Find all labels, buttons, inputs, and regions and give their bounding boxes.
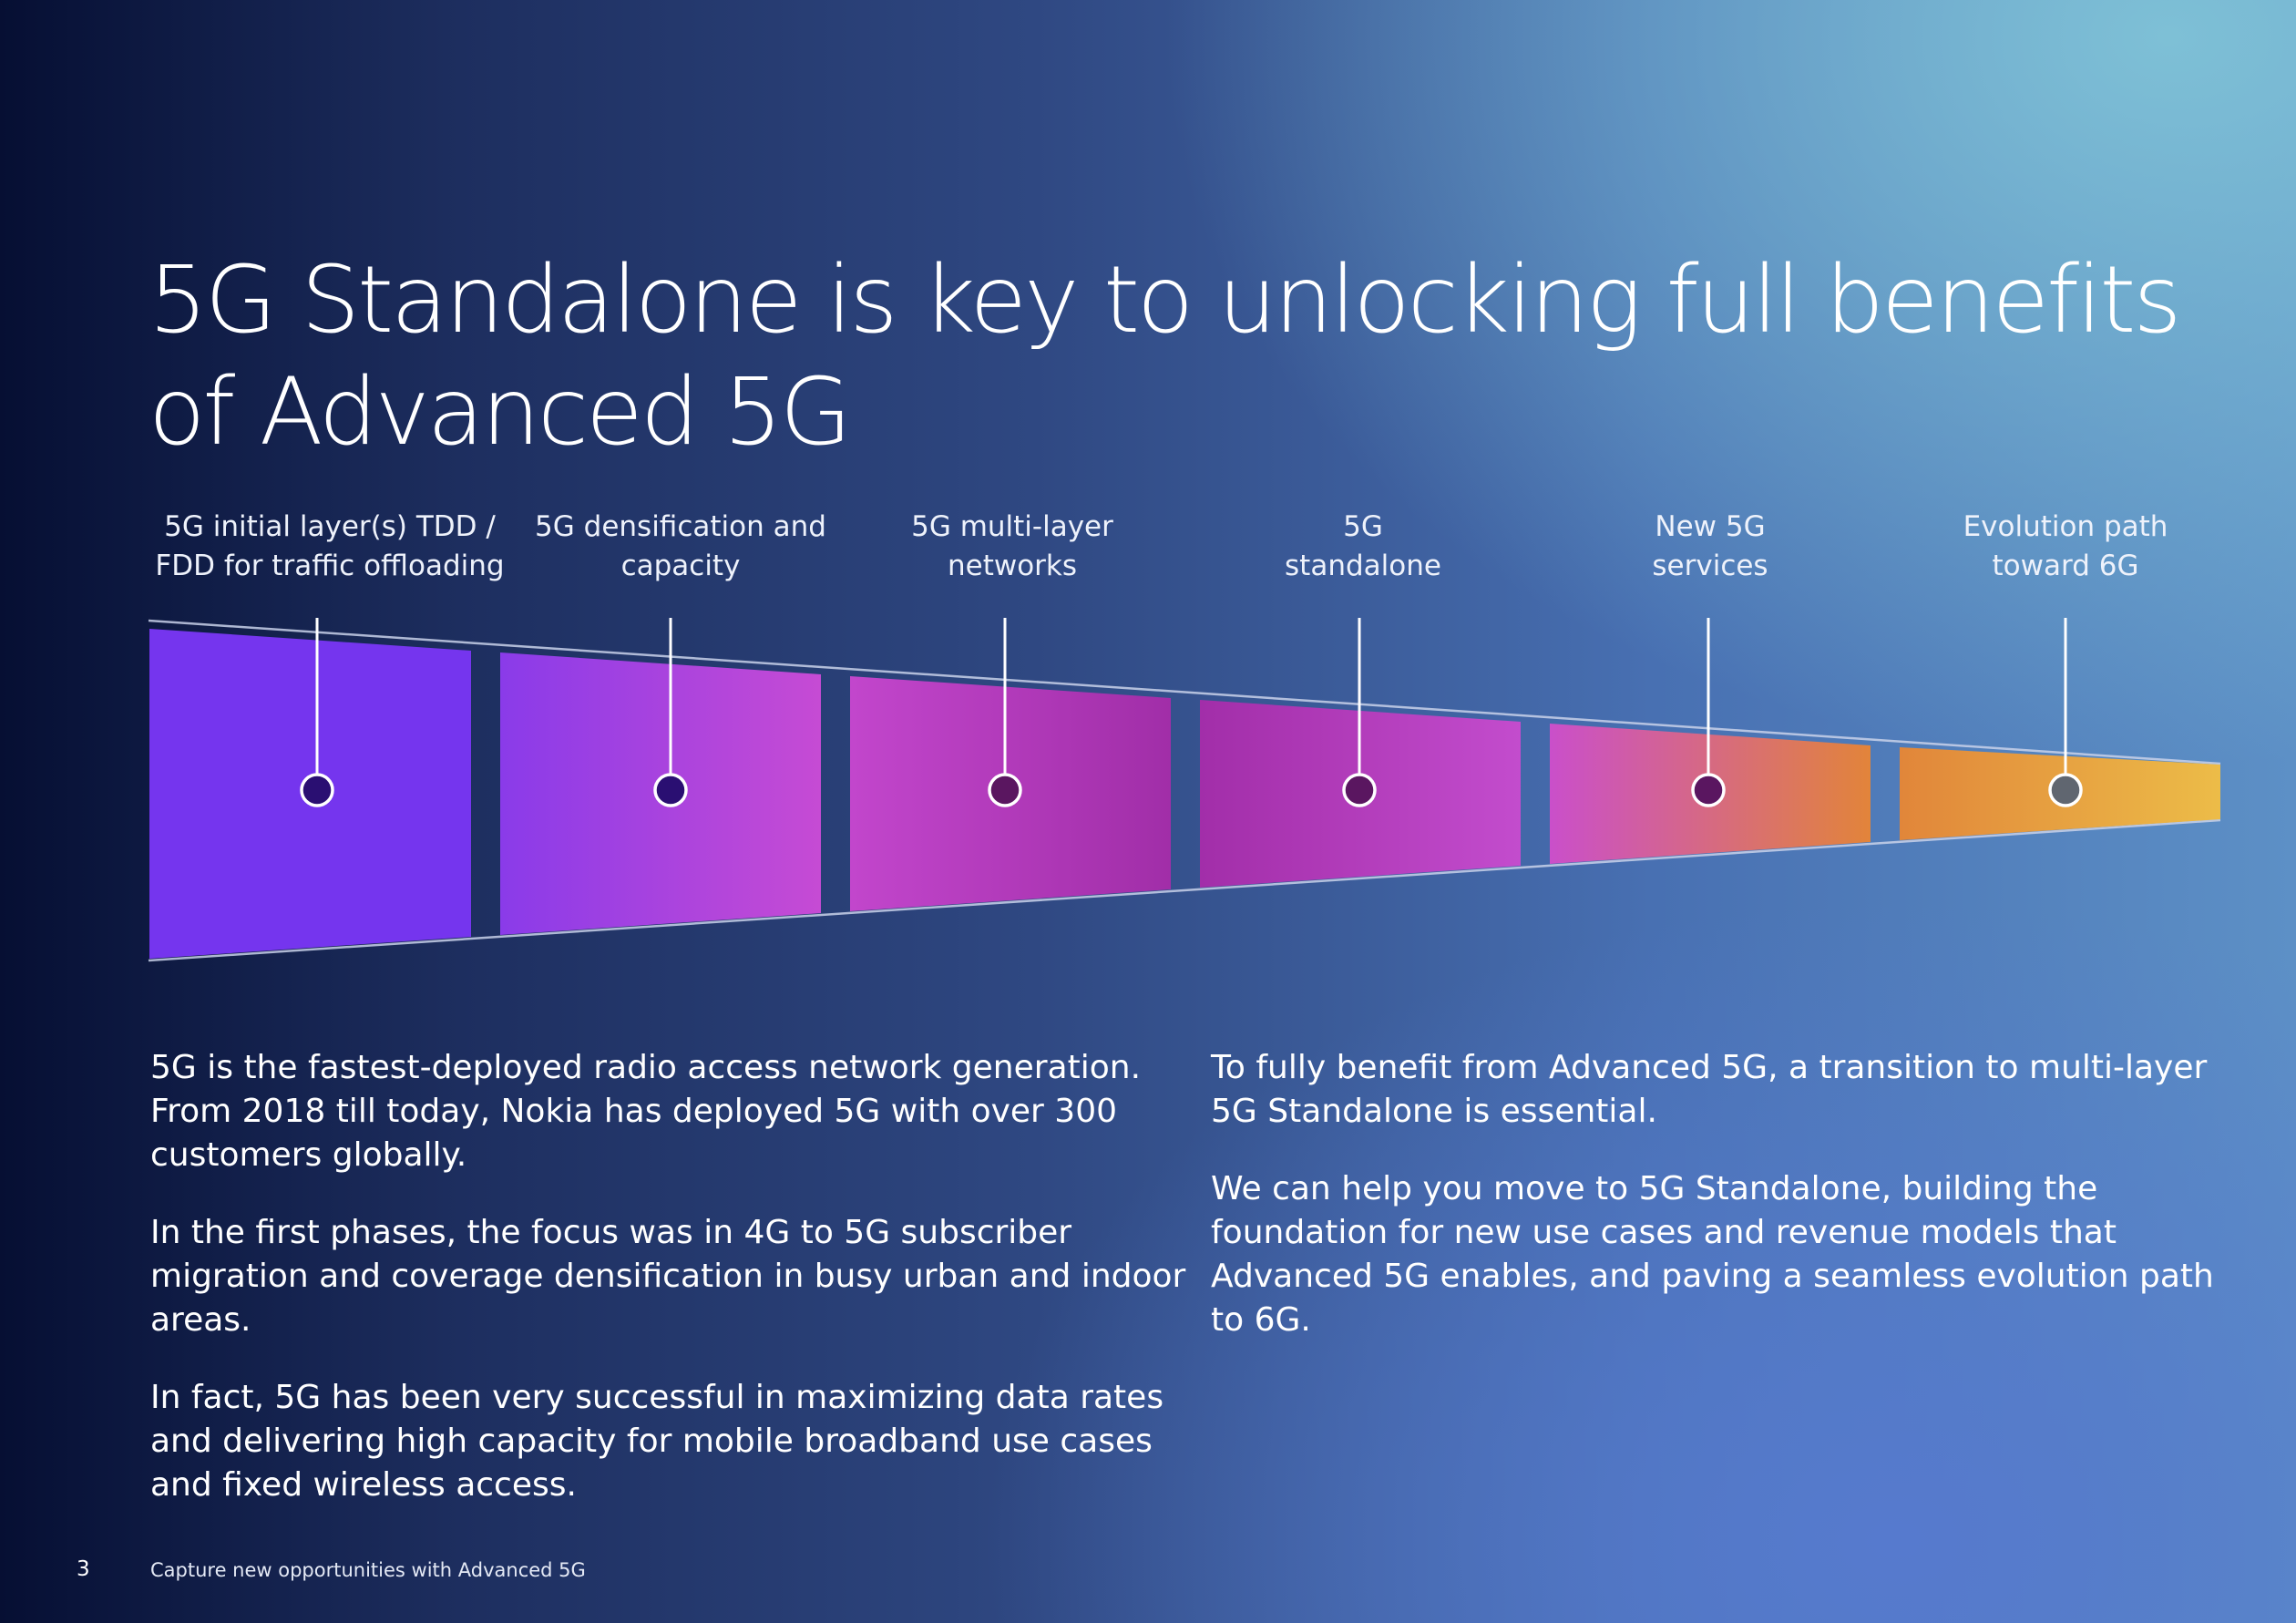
stage-label-standalone: 5G standalone bbox=[1172, 508, 1554, 586]
funnel-top-edge bbox=[148, 619, 2221, 765]
stage-label-new-services: New 5G services bbox=[1519, 508, 1901, 586]
stage-label-line: networks bbox=[947, 550, 1078, 582]
stage-label-line: 5G multi-layer bbox=[911, 510, 1113, 543]
stage-label-line: 5G densification and bbox=[535, 510, 826, 543]
page-title: 5G Standalone is key to unlocking full b… bbox=[149, 246, 2182, 467]
page-number: 3 bbox=[77, 1557, 90, 1581]
body-text-right: To fully benefit from Advanced 5G, a tra… bbox=[1211, 1046, 2222, 1376]
footer-text: Capture new opportunities with Advanced … bbox=[150, 1559, 586, 1581]
body-paragraph: To fully benefit from Advanced 5G, a tra… bbox=[1211, 1049, 2208, 1130]
stage-marker-dot bbox=[1691, 773, 1726, 807]
body-text-left: 5G is the fastest-deployed radio access … bbox=[150, 1046, 1189, 1541]
body-paragraph: In fact, 5G has been very successful in … bbox=[150, 1379, 1164, 1504]
stage-label-evolution-6g: Evolution path toward 6G bbox=[1874, 508, 2257, 586]
stage-marker-dot bbox=[300, 773, 334, 807]
stage-marker-dot bbox=[988, 773, 1022, 807]
stage-label-line: standalone bbox=[1285, 550, 1441, 582]
stage-label-line: FDD for traffic offloading bbox=[155, 550, 505, 582]
stage-marker-dot bbox=[2048, 773, 2083, 807]
stage-label-line: toward 6G bbox=[1992, 550, 2139, 582]
stage-label-line: 5G initial layer(s) TDD / bbox=[164, 510, 496, 543]
body-paragraph: In the first phases, the focus was in 4G… bbox=[150, 1214, 1186, 1339]
stage-marker-dot bbox=[1342, 773, 1377, 807]
body-paragraph: 5G is the fastest-deployed radio access … bbox=[150, 1049, 1142, 1174]
stage-label-densification: 5G densification and capacity bbox=[489, 508, 872, 586]
stage-label-line: New 5G bbox=[1655, 510, 1766, 543]
stage-label-line: 5G bbox=[1343, 510, 1383, 543]
funnel-bottom-edge bbox=[148, 818, 2221, 962]
stage-label-initial-layer: 5G initial layer(s) TDD / FDD for traffi… bbox=[138, 508, 521, 586]
stage-label-line: capacity bbox=[620, 550, 741, 582]
stage-label-line: Evolution path bbox=[1963, 510, 2168, 543]
body-paragraph: We can help you move to 5G Standalone, b… bbox=[1211, 1170, 2214, 1339]
stage-label-line: services bbox=[1652, 550, 1768, 582]
stage-marker-dot bbox=[653, 773, 688, 807]
stage-label-multi-layer: 5G multi-layer networks bbox=[821, 508, 1204, 586]
